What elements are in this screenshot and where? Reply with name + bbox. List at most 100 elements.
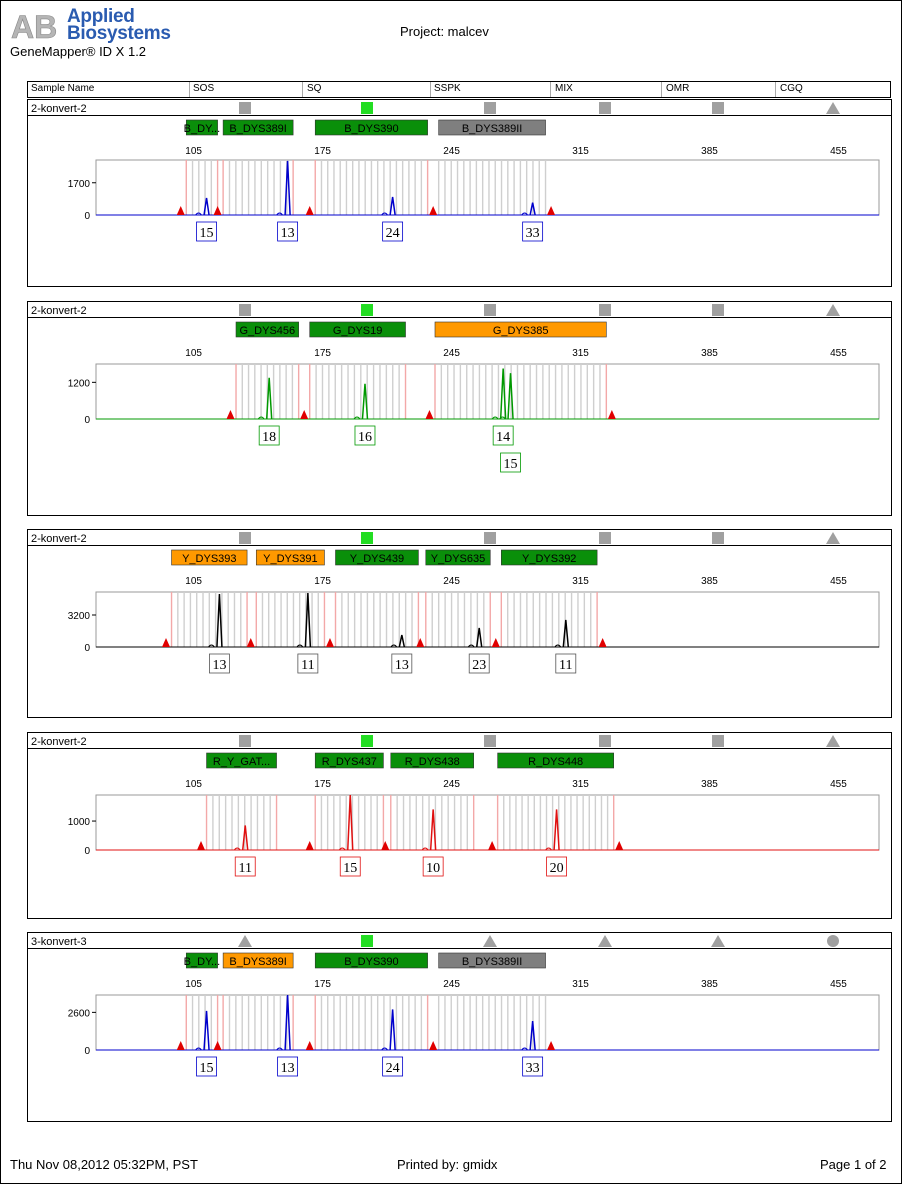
x-axis-tick-label: 315 — [572, 576, 589, 587]
locus-marker-box[interactable] — [314, 119, 428, 136]
allele-call-label: 20 — [550, 861, 564, 876]
allele-call-box[interactable] — [277, 221, 299, 242]
locus-marker-box[interactable] — [425, 549, 491, 566]
stutter-peak — [467, 644, 475, 648]
locus-marker-box[interactable] — [335, 549, 419, 566]
locus-marker-box[interactable] — [434, 321, 607, 338]
allele-call-label: 15 — [343, 861, 357, 876]
allele-call-box[interactable] — [546, 856, 567, 877]
stutter-peak — [381, 212, 389, 216]
artifact-marker-icon — [246, 638, 255, 647]
stutter-peak — [195, 212, 202, 216]
allele-call-label: 13 — [281, 226, 295, 241]
locus-marker-box[interactable] — [438, 952, 546, 969]
locus-marker-label: B_DY... — [184, 123, 221, 135]
locus-marker-box[interactable] — [185, 952, 218, 969]
locus-marker-box[interactable] — [206, 752, 277, 769]
quality-pass-icon — [361, 304, 373, 316]
x-axis-tick-label: 315 — [572, 979, 589, 990]
sample-name-label: 2-konvert-2 — [31, 736, 87, 748]
quality-none-icon — [599, 102, 611, 114]
locus-marker-label: G_DYS385 — [493, 325, 549, 337]
allele-call-box[interactable] — [555, 653, 577, 674]
electropherogram-panel: 2-konvert-2 R_Y_GAT... R_DYS437 R_DYS438 R_D… — [27, 732, 892, 919]
allele-call-label: 13 — [395, 658, 409, 673]
locus-marker-box[interactable] — [235, 321, 299, 338]
x-axis-tick-label: 245 — [443, 779, 460, 790]
brand-line-2: Biosystems — [67, 23, 171, 44]
allele-call-box[interactable] — [468, 653, 490, 674]
allele-call-box[interactable] — [492, 425, 514, 446]
locus-marker-box[interactable] — [314, 752, 384, 769]
locus-marker-label: B_DYS389II — [462, 123, 523, 135]
allele-call-box[interactable] — [354, 425, 376, 446]
x-axis-tick-label: 455 — [830, 576, 847, 587]
plot-area — [95, 363, 880, 420]
locus-marker-box[interactable] — [438, 119, 546, 136]
allele-call-box[interactable] — [382, 221, 404, 242]
artifact-marker-icon — [425, 410, 434, 419]
svg-text:AB: AB — [11, 10, 57, 42]
locus-marker-box[interactable] — [222, 119, 294, 136]
allele-call-box[interactable] — [234, 856, 256, 877]
y-axis-tick-label: 1200 — [68, 378, 91, 389]
col-cgq: CGQ — [780, 83, 803, 94]
allele-call-label: 11 — [301, 658, 314, 673]
allele-call-box[interactable] — [422, 856, 444, 877]
stutter-peak — [276, 1047, 284, 1051]
allele-call-box[interactable] — [277, 1056, 299, 1077]
locus-marker-box[interactable] — [222, 952, 294, 969]
col-sq: SQ — [307, 83, 322, 94]
electropherogram-svg: 2-konvert-2 R_Y_GAT... R_DYS437 R_DYS438 R_D… — [28, 735, 891, 877]
x-axis-tick-label: 385 — [701, 979, 718, 990]
allele-call-label: 13 — [212, 658, 226, 673]
allele-call-box[interactable] — [196, 1056, 217, 1077]
footer-printed-by: Printed by: gmidx — [397, 1157, 498, 1172]
allele-call-box[interactable] — [522, 221, 544, 242]
locus-marker-label: Y_DYS393 — [182, 553, 236, 565]
allele-call-box[interactable] — [391, 653, 413, 674]
locus-marker-box[interactable] — [314, 952, 428, 969]
project-title: Project: malcev — [400, 24, 489, 39]
trace-peak — [216, 593, 223, 648]
x-axis-tick-label: 385 — [701, 146, 718, 157]
stutter-peak — [521, 212, 529, 216]
x-axis-tick-label: 455 — [830, 979, 847, 990]
locus-marker-box[interactable] — [171, 549, 248, 566]
allele-call-box[interactable] — [297, 653, 319, 674]
stutter-peak — [296, 644, 304, 648]
quality-none-icon — [239, 532, 251, 544]
allele-call-box[interactable] — [522, 1056, 544, 1077]
locus-marker-box[interactable] — [497, 752, 615, 769]
x-axis-tick-label: 455 — [830, 348, 847, 359]
allele-call-label: 11 — [559, 658, 572, 673]
trace-peak — [203, 1010, 210, 1051]
trace-peak — [507, 373, 514, 420]
stutter-peak — [208, 644, 215, 648]
stutter-peak — [233, 847, 241, 851]
trace-peak — [389, 1009, 396, 1051]
locus-marker-label: R_DYS438 — [405, 756, 460, 768]
col-sspk: SSPK — [434, 83, 461, 94]
allele-call-label: 33 — [526, 226, 540, 241]
artifact-marker-icon — [305, 1041, 314, 1050]
allele-call-box[interactable] — [209, 653, 230, 674]
allele-call-box[interactable] — [339, 856, 361, 877]
allele-call-box[interactable] — [258, 425, 280, 446]
x-axis-tick-label: 245 — [443, 146, 460, 157]
allele-call-label: 33 — [526, 1061, 540, 1076]
locus-marker-box[interactable] — [185, 119, 218, 136]
quality-none-icon — [239, 102, 251, 114]
locus-marker-box[interactable] — [255, 549, 325, 566]
allele-call-box[interactable] — [500, 452, 521, 473]
locus-marker-box[interactable] — [309, 321, 406, 338]
quality-none-icon — [599, 304, 611, 316]
locus-marker-box[interactable] — [501, 549, 598, 566]
allele-call-box[interactable] — [382, 1056, 404, 1077]
software-version: GeneMapper® ID X 1.2 — [10, 44, 147, 59]
locus-marker-label: B_DYS389II — [462, 956, 523, 968]
y-axis-zero-label: 0 — [84, 643, 90, 654]
allele-call-label: 14 — [496, 430, 510, 445]
locus-marker-box[interactable] — [390, 752, 474, 769]
allele-call-box[interactable] — [196, 221, 217, 242]
